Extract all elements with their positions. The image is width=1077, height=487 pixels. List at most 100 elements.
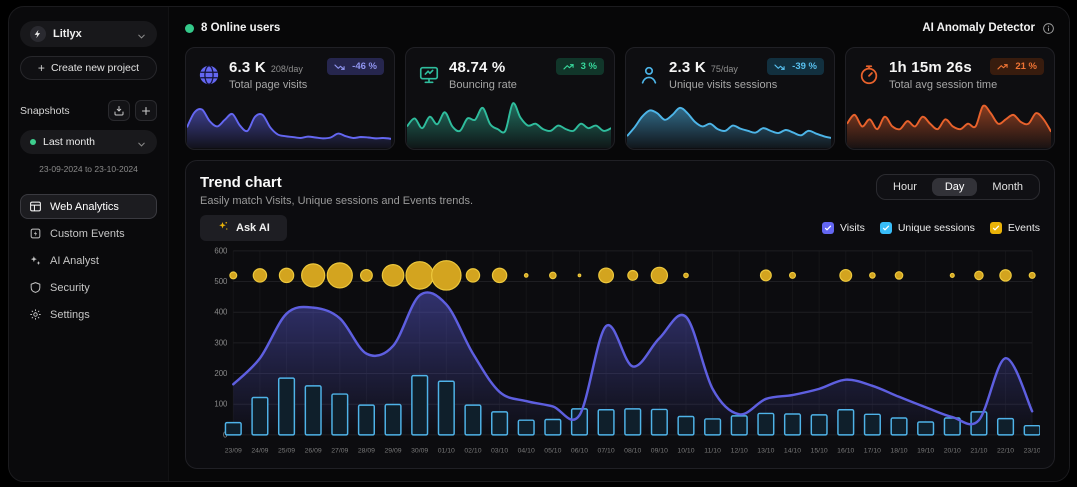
legend-label: Visits xyxy=(840,222,865,234)
main-content: 8 Online users AI Anomaly Detector 6.3 K… xyxy=(169,7,1069,481)
sidebar-item-label: Security xyxy=(50,282,90,294)
legend-events[interactable]: Events xyxy=(990,222,1040,234)
tab-day[interactable]: Day xyxy=(932,178,978,196)
app-window: Litlyx + Create new project Snapshots La… xyxy=(8,6,1070,482)
trend-down-icon xyxy=(334,63,347,71)
stat-per-day: 75/day xyxy=(711,64,738,74)
chart-legend: Visits Unique sessions Events xyxy=(822,222,1040,234)
snapshot-selected-label: Last month xyxy=(43,136,129,148)
sparkline-chart xyxy=(187,96,391,148)
sidebar-item-label: Settings xyxy=(50,309,90,321)
litlyx-logo-icon xyxy=(30,26,46,42)
chevron-down-icon xyxy=(136,137,147,148)
range-tabs: HourDayMonth xyxy=(876,174,1040,200)
snapshots-label: Snapshots xyxy=(20,105,103,117)
web-analytics-icon xyxy=(29,200,42,213)
ask-ai-button[interactable]: Ask AI xyxy=(200,215,287,241)
legend-unique-sessions[interactable]: Unique sessions xyxy=(880,222,975,234)
svg-text:09/10: 09/10 xyxy=(651,447,668,454)
trend-chart-title: Trend chart xyxy=(200,174,473,191)
svg-text:10/10: 10/10 xyxy=(677,447,694,454)
project-name: Litlyx xyxy=(53,28,129,40)
svg-text:06/10: 06/10 xyxy=(571,447,588,454)
stat-card-total-avg-session-time: 1h 15m 26sTotal avg session time21 % xyxy=(845,47,1055,149)
trend-down-icon xyxy=(774,63,787,71)
svg-text:01/10: 01/10 xyxy=(438,447,455,454)
trend-badge: 21 % xyxy=(990,58,1044,75)
chevron-down-icon xyxy=(136,29,147,40)
legend-label: Unique sessions xyxy=(898,222,975,234)
person-icon xyxy=(638,64,660,86)
tab-month[interactable]: Month xyxy=(979,178,1036,196)
stat-label: Total avg session time xyxy=(889,79,997,91)
tab-hour[interactable]: Hour xyxy=(880,178,930,196)
sidebar-item-ai-analyst[interactable]: AI Analyst xyxy=(20,248,157,273)
svg-text:23/10: 23/10 xyxy=(1024,447,1040,454)
svg-text:30/09: 30/09 xyxy=(411,447,428,454)
svg-text:13/10: 13/10 xyxy=(757,447,774,454)
trend-chart-subtitle: Easily match Visits, Unique sessions and… xyxy=(200,195,473,207)
sidebar-item-label: Web Analytics xyxy=(50,201,119,213)
svg-text:20/10: 20/10 xyxy=(944,447,961,454)
trend-badge: -46 % xyxy=(327,58,384,75)
svg-text:400: 400 xyxy=(214,307,228,316)
svg-text:29/09: 29/09 xyxy=(384,447,401,454)
sidebar-item-web-analytics[interactable]: Web Analytics xyxy=(20,194,157,219)
plus-icon: + xyxy=(38,61,45,75)
stat-label: Unique visits sessions xyxy=(669,79,777,91)
stat-value: 6.3 K xyxy=(229,59,266,76)
svg-text:28/09: 28/09 xyxy=(358,447,375,454)
trend-up-icon xyxy=(997,63,1010,71)
sidebar-item-settings[interactable]: Settings xyxy=(20,302,157,327)
sidebar-item-security[interactable]: Security xyxy=(20,275,157,300)
ask-ai-label: Ask AI xyxy=(236,222,270,234)
info-icon[interactable] xyxy=(1042,22,1055,35)
svg-text:22/10: 22/10 xyxy=(997,447,1014,454)
svg-text:12/10: 12/10 xyxy=(731,447,748,454)
globe-icon xyxy=(198,64,220,86)
snapshot-status-dot xyxy=(30,139,36,145)
export-snapshot-button[interactable] xyxy=(108,100,130,121)
svg-text:200: 200 xyxy=(214,369,228,378)
ai-anomaly-detector: AI Anomaly Detector xyxy=(915,22,1055,35)
checkbox-checked-icon[interactable] xyxy=(880,222,892,234)
svg-text:21/10: 21/10 xyxy=(970,447,987,454)
svg-text:02/10: 02/10 xyxy=(464,447,481,454)
stat-card-unique-visits-sessions: 2.3 K75/dayUnique visits sessions-39 % xyxy=(625,47,835,149)
create-project-button[interactable]: + Create new project xyxy=(20,56,157,80)
anomaly-detector-label: AI Anomaly Detector xyxy=(922,22,1035,34)
svg-text:27/09: 27/09 xyxy=(331,447,348,454)
svg-text:25/09: 25/09 xyxy=(278,447,295,454)
svg-text:23/09: 23/09 xyxy=(225,447,242,454)
svg-text:500: 500 xyxy=(214,277,228,286)
timer-icon xyxy=(858,64,880,86)
svg-text:300: 300 xyxy=(214,338,228,347)
svg-text:17/10: 17/10 xyxy=(864,447,881,454)
svg-text:08/10: 08/10 xyxy=(624,447,641,454)
sparkline-chart xyxy=(847,96,1051,148)
sidebar-item-custom-events[interactable]: Custom Events xyxy=(20,221,157,246)
sparkline-chart xyxy=(407,96,611,148)
custom-events-icon xyxy=(29,227,42,240)
svg-text:14/10: 14/10 xyxy=(784,447,801,454)
svg-text:100: 100 xyxy=(214,399,228,408)
svg-text:600: 600 xyxy=(214,246,228,255)
stat-card-total-page-visits: 6.3 K208/dayTotal page visits-46 % xyxy=(185,47,395,149)
legend-visits[interactable]: Visits xyxy=(822,222,865,234)
sparkle-icon xyxy=(217,219,229,237)
add-snapshot-button[interactable] xyxy=(135,100,157,121)
trend-badge: -39 % xyxy=(767,58,824,75)
svg-text:24/09: 24/09 xyxy=(251,447,268,454)
trend-chart-plot: 010020030040050060023/0924/0925/0926/092… xyxy=(200,243,1040,464)
snapshot-select[interactable]: Last month xyxy=(20,130,157,154)
svg-text:18/10: 18/10 xyxy=(890,447,907,454)
online-status-dot xyxy=(185,24,194,33)
stat-per-day: 208/day xyxy=(271,64,303,74)
checkbox-checked-icon[interactable] xyxy=(822,222,834,234)
stat-cards-row: 6.3 K208/dayTotal page visits-46 %48.74 … xyxy=(185,47,1055,149)
checkbox-checked-icon[interactable] xyxy=(990,222,1002,234)
ai-analyst-icon xyxy=(29,254,42,267)
project-selector[interactable]: Litlyx xyxy=(20,21,157,47)
bounce-icon xyxy=(418,64,440,86)
snapshot-date-range: 23-09-2024 to 23-10-2024 xyxy=(20,164,157,174)
